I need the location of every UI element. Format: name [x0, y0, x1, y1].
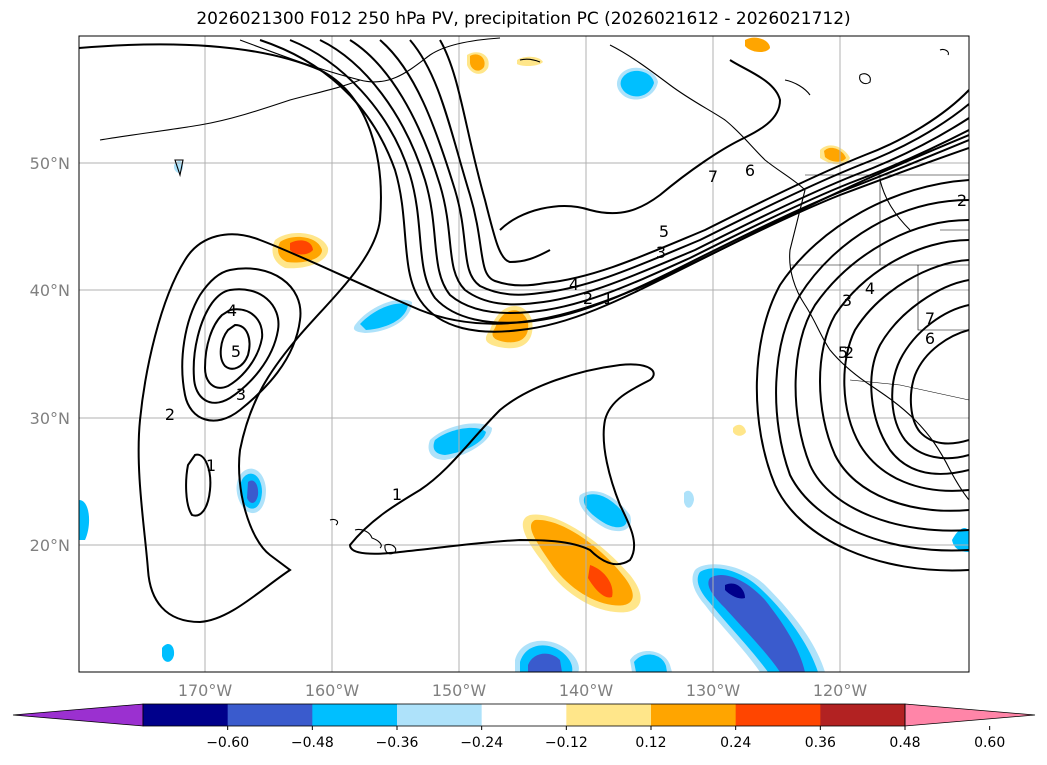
- contour-label: 5: [838, 343, 848, 362]
- contour-label: 5: [231, 342, 241, 361]
- colorbar-outline: [142, 703, 906, 727]
- lon-label: 170°W: [178, 681, 233, 700]
- colorbar-segment: [481, 704, 567, 726]
- colorbar-tick-label: −0.24: [460, 735, 503, 751]
- colorbar-segment: [566, 704, 652, 726]
- lon-label: 140°W: [559, 681, 614, 700]
- colorbar-segment: [820, 704, 906, 726]
- contour-label: 3: [656, 243, 666, 262]
- lat-label: 40°N: [30, 281, 70, 300]
- contour-label: 2: [165, 405, 175, 424]
- borders: [790, 174, 969, 401]
- colorbar-tick-label: 0.48: [889, 735, 920, 751]
- colorbar-segment: [397, 704, 483, 726]
- contour-label: 1: [392, 485, 402, 504]
- pv-contours: [79, 39, 969, 624]
- lat-label: 30°N: [30, 409, 70, 428]
- map-area: [79, 36, 969, 672]
- colorbar-tick-label: 0.12: [635, 735, 666, 751]
- colorbar-segment: [651, 704, 737, 726]
- map-frame: [78, 35, 970, 673]
- map-title: 2026021300 F012 250 hPa PV, precipitatio…: [196, 9, 851, 29]
- colorbar: −0.60 −0.48 −0.36 −0.24 −0.12 0.12 0.24 0.36 0.4…: [12, 703, 1036, 751]
- contour-label: 1: [206, 456, 216, 475]
- lon-label: 130°W: [686, 681, 741, 700]
- map-content: 1 2 3 4 5 6 7 1 2 3 4 5 1 2 3 4 5 6 7 2: [79, 36, 969, 672]
- contour-label: 2: [583, 289, 593, 308]
- latitude-labels: 50°N 40°N 30°N 20°N: [30, 154, 70, 555]
- contour-label: 3: [842, 291, 852, 310]
- contour-label: 4: [569, 275, 579, 294]
- colorbar-extend-low: [12, 703, 144, 727]
- colorbar-extend-high: [904, 703, 1036, 727]
- contour-labels: 1 2 3 4 5 6 7 1 2 3 4 5 1 2 3 4 5 6 7 2: [165, 161, 967, 504]
- colorbar-segment: [735, 704, 821, 726]
- contour-label: 2: [844, 343, 854, 362]
- lon-label: 160°W: [305, 681, 360, 700]
- colorbar-tick-label: −0.12: [545, 735, 588, 751]
- contour-label: 7: [925, 309, 935, 328]
- contour-label: 3: [236, 385, 246, 404]
- lat-label: 20°N: [30, 536, 70, 555]
- contour-label: 4: [227, 301, 237, 320]
- contour-label: 5: [659, 222, 669, 241]
- lat-label: 50°N: [30, 154, 70, 173]
- contour-label: 4: [865, 279, 875, 298]
- colorbar-tick-label: −0.48: [291, 735, 334, 751]
- lon-label: 120°W: [813, 681, 868, 700]
- colorbar-tick-label: 0.36: [805, 735, 836, 751]
- coastlines: [99, 37, 969, 555]
- colorbar-segment: [227, 704, 313, 726]
- colorbar-segment: [312, 704, 398, 726]
- longitude-labels: 170°W 160°W 150°W 140°W 130°W 120°W: [178, 681, 868, 700]
- colorbar-tick-label: −0.36: [376, 735, 419, 751]
- contour-label: 6: [925, 329, 935, 348]
- colorbar-tick-label: −0.60: [206, 735, 249, 751]
- colorbar-segment: [143, 704, 229, 726]
- contour-label: 6: [745, 161, 755, 180]
- contour-label: 2: [957, 191, 967, 210]
- lon-label: 150°W: [432, 681, 487, 700]
- colorbar-tick-label: 0.24: [720, 735, 751, 751]
- contour-label: 1: [603, 289, 613, 308]
- colorbar-tick-label: 0.60: [974, 735, 1005, 751]
- contour-label: 7: [708, 167, 718, 186]
